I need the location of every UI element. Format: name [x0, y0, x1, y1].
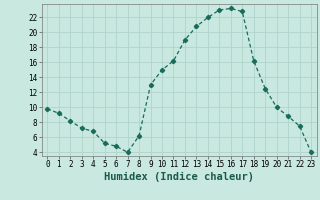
X-axis label: Humidex (Indice chaleur): Humidex (Indice chaleur): [104, 172, 254, 182]
